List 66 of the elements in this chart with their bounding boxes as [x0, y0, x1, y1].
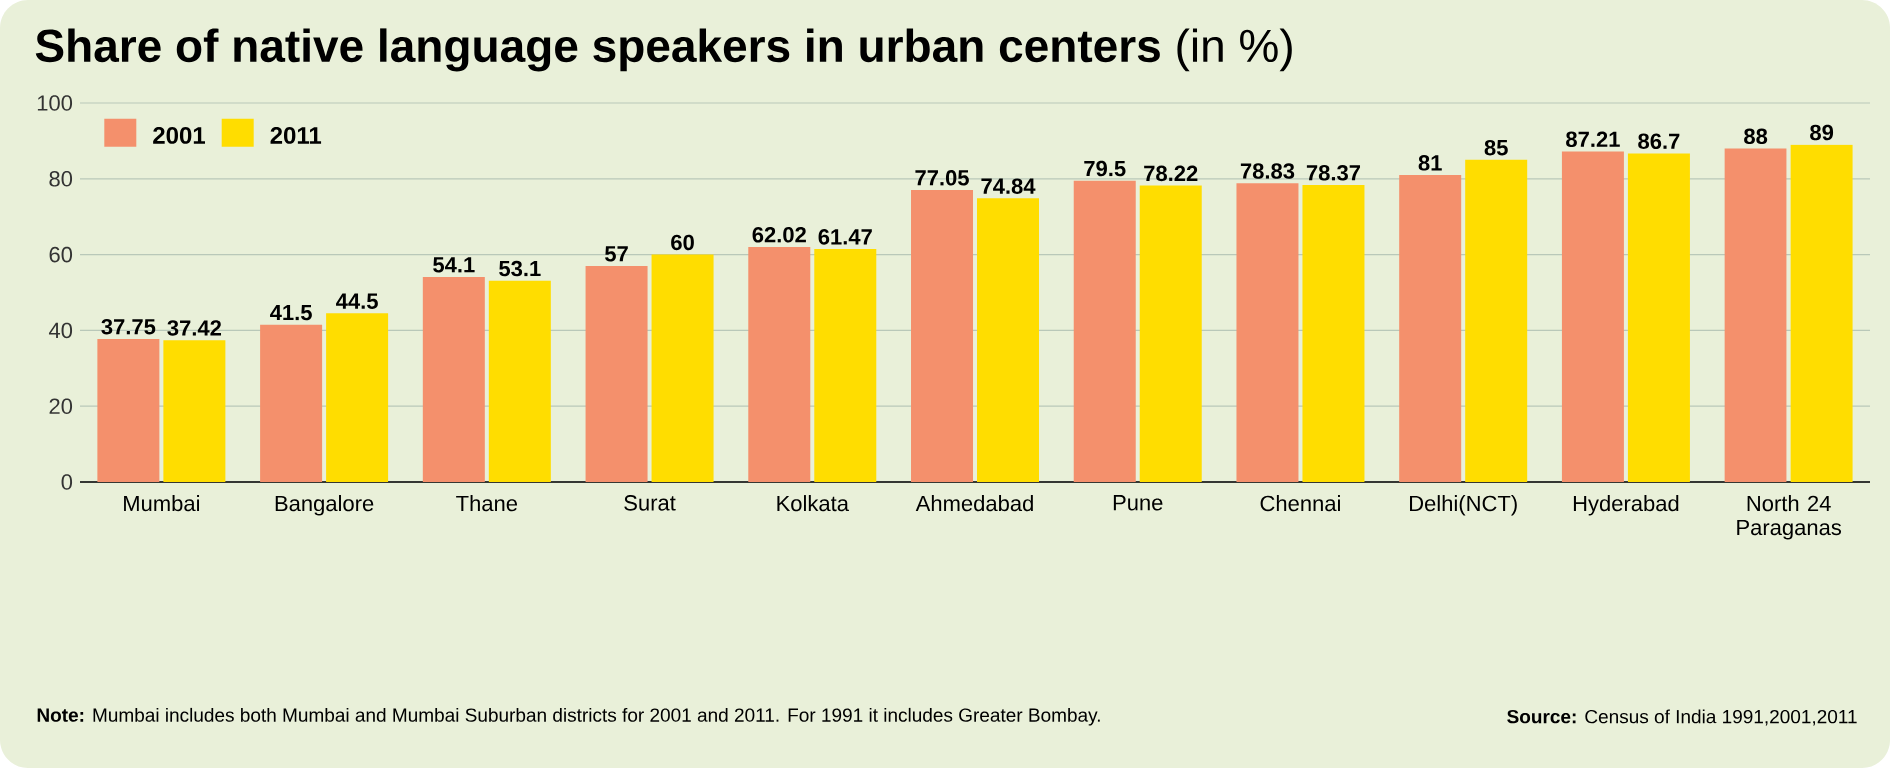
x-tick-label: Thane [456, 495, 518, 512]
bar [748, 246, 811, 482]
bar [1139, 185, 1202, 482]
data-label: 87.21 [1566, 131, 1620, 148]
x-tick-label: North 24 Paraganas [1737, 495, 1842, 540]
bar [163, 340, 226, 482]
data-label: 86.7 [1638, 133, 1680, 150]
y-tick-label: 40 [48, 322, 73, 339]
data-label: 37.42 [167, 320, 222, 336]
bar [1561, 151, 1624, 482]
data-label: 88 [1744, 128, 1768, 145]
x-tick-label: Surat [624, 495, 676, 511]
x-tick-label: Pune [1113, 495, 1163, 511]
bar [1465, 159, 1528, 482]
data-label: 53.1 [499, 260, 541, 277]
data-label: 79.5 [1084, 160, 1126, 177]
y-tick-label: 0 [61, 474, 73, 490]
data-label: 78.37 [1306, 165, 1361, 181]
data-label: 81 [1418, 155, 1442, 171]
data-label: 77.05 [915, 170, 969, 186]
data-label: 44.5 [336, 293, 378, 309]
x-tick-label: Mumbai [124, 495, 200, 512]
x-tick-label: Ahmedabad [915, 495, 1033, 512]
bar [1236, 183, 1299, 482]
data-label: 78.22 [1144, 165, 1198, 182]
data-label: 61.47 [818, 229, 872, 245]
bar [422, 276, 485, 482]
data-label: 85 [1484, 139, 1508, 156]
bar [97, 338, 160, 482]
y-tick-label: 80 [49, 171, 73, 187]
bar [585, 265, 648, 482]
x-tick-label: Bangalore [275, 495, 374, 516]
bar [260, 324, 323, 482]
data-label: 41.5 [270, 304, 312, 321]
data-label: 89 [1810, 124, 1834, 141]
chart-title: Share of native language speakers in urban centers (in %) [35, 28, 1292, 72]
bar [1790, 144, 1853, 482]
bar [651, 254, 714, 482]
bar [326, 313, 389, 482]
x-tick-label: Hyderabad [1573, 495, 1679, 516]
x-tick-label: Chennai [1260, 495, 1340, 512]
bar [1073, 180, 1136, 482]
bar [1724, 148, 1787, 482]
bar [488, 280, 551, 482]
y-tick-label: 100 [37, 95, 73, 111]
x-tick-label: Kolkata [777, 495, 849, 512]
bar [911, 189, 974, 482]
bar [1399, 175, 1462, 482]
data-label: 78.83 [1240, 163, 1295, 179]
data-label: 37.75 [101, 318, 156, 335]
text: Source: Census of India 1991,2001,2011 [1507, 709, 1857, 726]
bar [814, 249, 877, 482]
bar [1627, 153, 1690, 482]
data-label: 74.84 [981, 178, 1036, 194]
data-label: 57 [605, 246, 628, 262]
legend-label: 2011 [270, 126, 322, 144]
data-label: 54.1 [433, 257, 475, 273]
x-tick-label: Delhi(NCT) [1410, 495, 1517, 516]
text: Note: Mumbai includes both Mumbai and Mumbai Suburban districts for 2001 and 2011. For 1991 it includes Greater Bombay. [37, 707, 1100, 726]
legend-label: 2001 [153, 126, 205, 144]
bar [1302, 184, 1365, 482]
data-label: 60 [671, 234, 694, 251]
y-tick-label: 60 [49, 246, 73, 263]
bar [977, 198, 1040, 482]
y-tick-label: 20 [49, 398, 73, 414]
data-label: 62.02 [752, 226, 806, 243]
